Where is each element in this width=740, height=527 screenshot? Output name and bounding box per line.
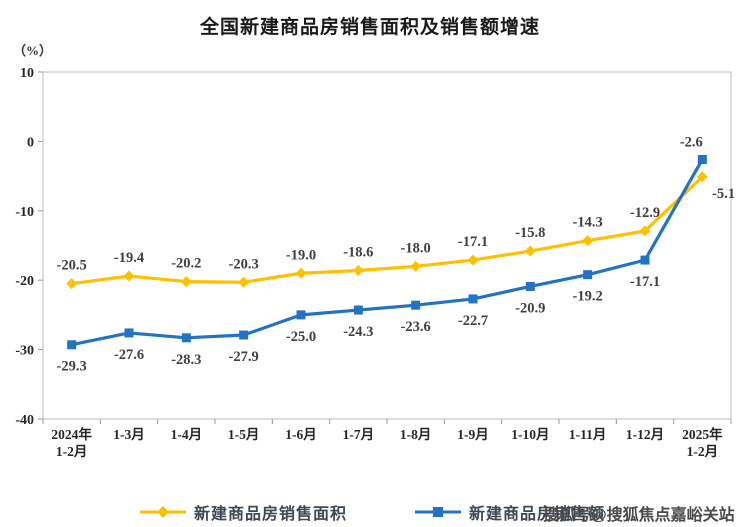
data-point-marker <box>67 340 77 350</box>
data-point-marker <box>295 267 307 279</box>
data-point-label: -22.7 <box>458 313 488 329</box>
x-tick-label: 1-10月 <box>511 427 549 442</box>
data-point-label: -20.9 <box>515 300 545 316</box>
x-tick-label: 1-8月 <box>400 427 432 442</box>
data-point-marker <box>352 264 364 276</box>
data-point-marker <box>582 235 594 247</box>
data-point-label: -19.2 <box>573 289 603 305</box>
x-tick-label: 2024年 1-2月 <box>51 426 92 459</box>
data-point-label: -27.9 <box>229 349 259 365</box>
x-tick-label: 1-6月 <box>285 427 317 442</box>
data-point-marker <box>583 270 593 280</box>
chart-legend: 新建商品房销售面积 新建商品房销售额 <box>0 500 740 524</box>
y-tick-label: 0 <box>27 135 34 150</box>
data-point-marker <box>296 310 306 320</box>
data-point-label: -29.3 <box>57 359 87 375</box>
x-tick-label: 2025年 1-2月 <box>682 426 723 459</box>
data-point-marker <box>639 225 651 237</box>
data-point-marker <box>124 328 134 338</box>
data-point-label: -12.9 <box>630 205 660 221</box>
data-point-label: -14.3 <box>573 215 603 231</box>
chart-title: 全国新建商品房销售面积及销售额增速 <box>199 17 540 38</box>
x-tick-label: 1-11月 <box>569 427 607 442</box>
data-point-label: -20.2 <box>171 256 201 272</box>
data-point-marker <box>411 300 421 310</box>
data-point-label: -28.3 <box>171 352 201 368</box>
data-point-label: -5.1 <box>712 186 735 202</box>
data-point-marker <box>353 305 363 315</box>
y-tick-label: 10 <box>20 66 34 81</box>
data-point-marker <box>123 270 135 282</box>
data-point-label: -27.6 <box>114 347 144 363</box>
y-tick-label: -30 <box>15 344 34 359</box>
legend-label-sales-area: 新建商品房销售面积 <box>194 506 348 523</box>
data-point-marker <box>66 278 78 290</box>
legend-marker-diamond-icon <box>140 506 186 518</box>
data-point-marker <box>524 245 536 257</box>
data-point-label: -20.3 <box>229 256 259 272</box>
data-point-marker <box>410 260 422 272</box>
legend-item-sales-area: 新建商品房销售面积 <box>139 500 347 524</box>
legend-label-sales-amount: 新建商品房销售额 <box>469 506 606 523</box>
data-point-label: -17.1 <box>630 274 660 290</box>
data-point-label: -19.4 <box>114 250 144 266</box>
data-point-label: -15.8 <box>515 225 545 241</box>
data-point-marker <box>239 330 249 340</box>
series-line-1 <box>70 157 704 347</box>
data-point-marker <box>181 333 191 343</box>
x-tick-label: 1-12月 <box>626 427 664 442</box>
y-axis-unit-label: （%） <box>13 43 53 58</box>
data-point-marker <box>180 276 192 288</box>
data-point-marker <box>467 254 479 266</box>
x-tick-label: 1-4月 <box>171 427 203 442</box>
y-tick-label: -20 <box>15 274 34 289</box>
data-point-marker <box>238 276 250 288</box>
data-point-label: -17.1 <box>458 234 488 250</box>
data-point-label: -2.6 <box>680 134 703 150</box>
y-tick-label: -40 <box>15 413 34 428</box>
plot-border <box>42 71 732 420</box>
x-tick-label: 1-9月 <box>457 427 489 442</box>
data-point-label: -23.6 <box>401 319 431 335</box>
data-point-label: -18.0 <box>401 240 431 256</box>
data-point-marker <box>640 255 650 265</box>
data-point-marker <box>696 171 708 183</box>
data-point-label: -25.0 <box>286 329 316 345</box>
legend-marker-square-icon <box>415 507 461 517</box>
y-tick-label: -10 <box>15 205 34 220</box>
x-tick-label: 1-5月 <box>228 427 260 442</box>
x-tick-label: 1-7月 <box>343 427 375 442</box>
data-point-label: -19.0 <box>286 247 316 263</box>
legend-item-sales-amount: 新建商品房销售额 <box>414 500 605 524</box>
series-line-0 <box>70 175 704 286</box>
data-point-label: -20.5 <box>57 258 87 274</box>
data-point-marker <box>697 154 707 164</box>
x-tick-label: 1-3月 <box>113 427 145 442</box>
data-point-marker <box>468 294 478 304</box>
data-point-marker <box>525 281 535 291</box>
data-point-label: -18.6 <box>343 244 373 260</box>
watermark: 搜狐号@搜狐焦点嘉峪关站 <box>543 507 735 524</box>
data-point-label: -24.3 <box>343 324 373 340</box>
